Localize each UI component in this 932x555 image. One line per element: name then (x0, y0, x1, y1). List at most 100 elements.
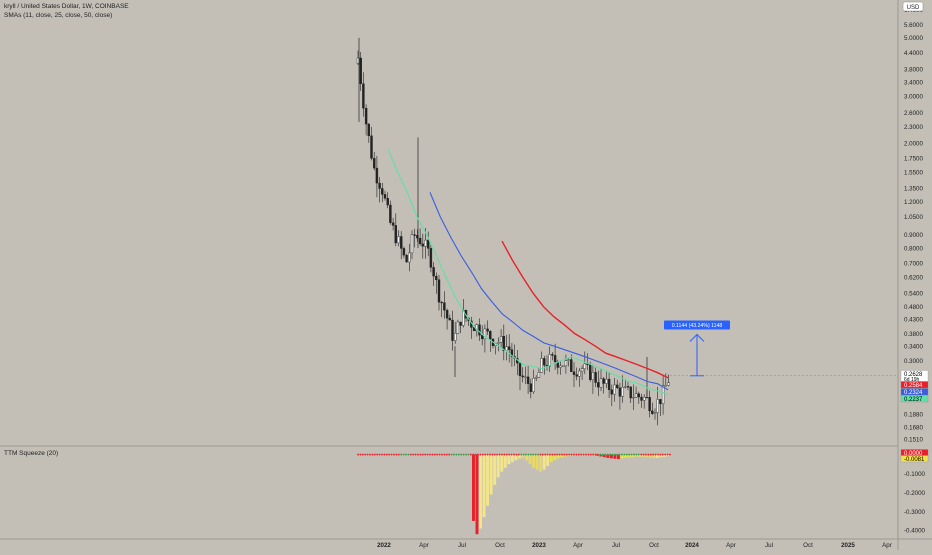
squeeze-dot (469, 453, 472, 456)
candle-body (626, 386, 630, 388)
squeeze-dot (534, 453, 537, 456)
squeeze-dot (383, 453, 386, 456)
squeeze-dot (417, 453, 419, 456)
candle-body (656, 399, 659, 413)
candle-body (391, 222, 395, 226)
price-tick-label: 0.5400 (904, 290, 923, 297)
candle-body (408, 252, 411, 263)
candle-body (543, 358, 546, 366)
candle-body (459, 321, 462, 326)
squeeze-dot (532, 453, 535, 456)
time-tick-label: Oct (649, 542, 659, 549)
squeeze-bar (602, 454, 606, 458)
candle-body (564, 360, 568, 367)
squeeze-dot (481, 453, 484, 456)
squeeze-dot (652, 453, 655, 456)
price-tick-label: 0.7000 (904, 261, 923, 268)
candle-body (386, 198, 389, 206)
squeeze-dot (647, 453, 650, 456)
candle-body (521, 375, 524, 378)
squeeze-bar (532, 454, 536, 468)
candle-body (551, 354, 554, 356)
squeeze-dot (633, 453, 635, 456)
price-tick-label: 5.6000 (904, 22, 923, 29)
squeeze-bar (641, 454, 645, 457)
squeeze-dot (441, 453, 443, 456)
candle-body (400, 236, 403, 249)
candle-body (481, 334, 484, 340)
squeeze-dot (585, 453, 587, 456)
price-tick-label: 1.2000 (904, 199, 923, 206)
squeeze-dot (467, 453, 470, 456)
squeeze-dot (544, 453, 547, 456)
candle-body (424, 239, 427, 247)
time-tick-label: Apr (419, 542, 429, 549)
price-tick-label: 4.4000 (904, 50, 923, 57)
squeeze-dot (455, 453, 458, 456)
squeeze-bar (556, 454, 560, 459)
candle-body (364, 107, 368, 125)
squeeze-bar (595, 454, 599, 456)
candle-body (497, 342, 500, 344)
time-tick-label: Jul (612, 542, 620, 549)
price-tick-label: 3.4000 (904, 79, 923, 86)
time-tick-label: 2024 (685, 542, 699, 549)
squeeze-bar (624, 454, 627, 458)
price-tick-label: 1.7500 (904, 156, 923, 163)
squeeze-dot (513, 453, 515, 456)
candle-body (456, 321, 460, 334)
squeeze-dot (388, 453, 391, 456)
squeeze-bar (627, 454, 631, 458)
squeeze-bar (482, 454, 486, 518)
squeeze-bar (479, 454, 483, 529)
sma-line-1 (387, 148, 669, 395)
squeeze-dot (376, 453, 379, 456)
chart-title: kryll / United States Dollar, 1W, COINBA… (4, 3, 129, 10)
price-tick-label: 0.6200 (904, 275, 923, 282)
candle-body (451, 319, 454, 341)
squeeze-dot (373, 453, 376, 456)
candle-body (510, 349, 514, 357)
squeeze-tick-label: -0.3000 (904, 509, 926, 516)
squeeze-bar (631, 454, 635, 458)
squeeze-bar (539, 454, 543, 472)
squeeze-dot (419, 453, 422, 456)
squeeze-tick-label: -0.2000 (904, 490, 926, 497)
candle-body (640, 396, 643, 401)
squeeze-dot (546, 453, 549, 456)
squeeze-bar (510, 454, 514, 463)
candle-body (505, 346, 508, 351)
price-tick-label: 2.0000 (904, 140, 923, 147)
squeeze-bar (652, 454, 656, 458)
squeeze-dot (421, 453, 424, 456)
candle-body (443, 302, 446, 311)
squeeze-dot (604, 453, 607, 456)
candle-body (502, 336, 505, 351)
candle-body (548, 354, 551, 367)
squeeze-bar (507, 454, 511, 465)
squeeze-dot (541, 453, 544, 456)
squeeze-bar (638, 454, 642, 457)
candle-body (359, 57, 362, 84)
candle-body (645, 396, 649, 399)
candle-body (405, 254, 408, 263)
squeeze-dot (522, 453, 525, 456)
squeeze-dot (359, 453, 362, 456)
squeeze-dot (556, 453, 559, 456)
candle-body (570, 359, 573, 372)
time-tick-label: Apr (573, 542, 583, 549)
squeeze-dot (405, 453, 407, 456)
squeeze-label-bg (900, 455, 929, 463)
price-label: 0.2237 (904, 397, 923, 403)
squeeze-dot (453, 453, 455, 456)
candle-body (610, 389, 613, 395)
squeeze-dot (582, 453, 585, 456)
squeeze-bar (549, 454, 553, 463)
candle-body (637, 393, 640, 398)
squeeze-dot (381, 453, 383, 456)
squeeze-dot (573, 453, 575, 456)
squeeze-dot (429, 453, 431, 456)
price-label-sub: 6d 19h (904, 377, 920, 383)
squeeze-dot (443, 453, 446, 456)
